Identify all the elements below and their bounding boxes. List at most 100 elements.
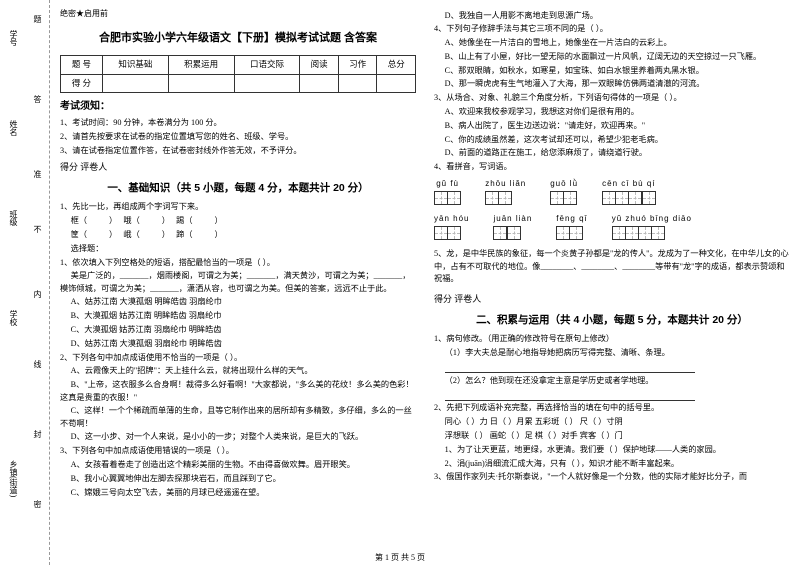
mc-option: C、那双眼睛，如秋水，如寒星，如宝珠、如白水银里养着两丸黑水银。 — [434, 65, 790, 77]
q6-label: 4、看拼音，写词语。 — [434, 161, 790, 173]
mc-option: D、这一小步、对一个人来说，是小小的一步；对整个人类来说，是巨大的飞跃。 — [60, 431, 416, 443]
char-boxes[interactable] — [485, 191, 526, 205]
mc-option: C、这样！一个个稀疏而单薄的生命，且等它制作出来的居所却有多精致，多仔细，多么的… — [60, 405, 416, 430]
seal-char: 答 — [32, 95, 43, 103]
mc-option: B、我小心翼翼地伸出左脚去探那块岩石，而且踩到了它。 — [60, 473, 416, 485]
binding-label: 乡镇(街道) — [8, 460, 19, 497]
mc-option: D、我独自一人用影不离地走到思源广场。 — [434, 10, 790, 22]
mc-option: A、云霞像天上的"招牌"：天上挂什么云，就将出现什么样的天气。 — [60, 365, 416, 377]
char-boxes[interactable] — [434, 226, 469, 240]
table-row: 题 号 知识基础 积累运用 口语交际 阅读 习作 总分 — [61, 56, 416, 74]
char-boxes[interactable] — [556, 226, 587, 240]
idiom-line: 1、为了让天更蓝，地更绿，水更清。我们要（ ）保护地球——人类的家园。 — [434, 444, 790, 456]
cell: 题 号 — [61, 56, 103, 74]
q3-label: 3、俄国作家列夫·托尔斯泰说，"一个人就好像是一个分数，他的实际才能好比分子，而 — [434, 471, 790, 483]
cell[interactable] — [102, 74, 168, 92]
cell: 知识基础 — [102, 56, 168, 74]
pinyin-set: yān hóu — [434, 213, 469, 240]
q2-label: 2、先把下列成语补充完整，再选择恰当的填在句中的括号里。 — [434, 402, 790, 414]
paren: ） — [109, 216, 117, 225]
sub-item: （1）李大夫总是耐心地指导她把病历写得完整、清晰、条理。 — [434, 347, 790, 359]
char: 框（ — [71, 216, 87, 225]
seal-char: 密 — [32, 500, 43, 508]
pinyin-text: fēng qī — [556, 213, 587, 225]
idiom-line: 同心（ ）力 日（ ）月累 五彩斑（ ） 尺（ ）寸阴 — [434, 416, 790, 428]
mc-option: D、那一瞬虎虎有生气地灌入了大海，那一双眼眸仿佛两道清澈的河流。 — [434, 78, 790, 90]
page-footer: 第 1 页 共 5 页 — [0, 552, 800, 563]
score-table: 题 号 知识基础 积累运用 口语交际 阅读 习作 总分 得 分 — [60, 55, 416, 92]
mc-option: A、女孩看着卷走了创造出这个精彩美丽的生物。不由得喜做欢舞。眉开眼笑。 — [60, 459, 416, 471]
pinyin-text: yān hóu — [434, 213, 469, 225]
notice-item: 1、考试时间：90 分钟，本卷满分为 100 分。 — [60, 117, 416, 129]
pinyin-set: yǔ zhuó bīng diāo — [612, 213, 692, 240]
cell[interactable] — [300, 74, 339, 92]
score-row: 得分 评卷人 — [60, 161, 416, 175]
binding-label: 班级 — [8, 210, 19, 226]
q5a-label: 3、从场合、对象、礼貌三个角度分析，下列语句得体的一项是（ ）。 — [434, 92, 790, 104]
pinyin-row: gǔ fù zhōu liǎn guō lǜ cēn cī bù qí — [434, 178, 790, 205]
seal-char: 准 — [32, 170, 43, 178]
q2-label: 2、下列各句中加点成语使用不恰当的一项是（ ）。 — [60, 352, 416, 364]
pinyin-row: yān hóu juān liàn fēng qī yǔ zhuó bīng d… — [434, 213, 790, 240]
pinyin-set: juān liàn — [493, 213, 532, 240]
pinyin-set: gǔ fù — [434, 178, 461, 205]
cell[interactable] — [234, 74, 300, 92]
pinyin-text: yǔ zhuó bīng diāo — [612, 213, 692, 225]
notice-item: 3、请在试卷指定位置作答，在试卷密封线外作答无效，不予评分。 — [60, 145, 416, 157]
cell[interactable] — [377, 74, 416, 92]
pinyin-text: zhōu liǎn — [485, 178, 526, 190]
cell[interactable] — [168, 74, 234, 92]
mc-option: B、大漠孤烟 姑苏江南 明眸皓齿 羽扇纶巾 — [60, 310, 416, 322]
char-boxes[interactable] — [550, 191, 578, 205]
answer-line[interactable] — [434, 389, 790, 401]
char-pair-row: 框（） 哦（） 踢（） — [60, 215, 416, 227]
right-column: D、我独自一人用影不离地走到思源广场。 4、下列句子修辞手法与其它三项不同的是（… — [434, 8, 790, 548]
binding-label: 学校 — [8, 310, 19, 326]
mc-option: C、嫦娥三号向太空飞去，美丽的月球已经遥遥在望。 — [60, 487, 416, 499]
cell: 习作 — [338, 56, 377, 74]
binding-label: 学号 — [8, 30, 19, 46]
seal-char: 内 — [32, 290, 43, 298]
section-title: 二、积累与运用（共 4 小题，每题 5 分，本题共计 20 分） — [434, 312, 790, 328]
left-column: 绝密★启用前 合肥市实验小学六年级语文【下册】模拟考试试题 含答案 题 号 知识… — [60, 8, 416, 548]
binding-label: 姓名 — [8, 120, 19, 136]
cell: 口语交际 — [234, 56, 300, 74]
seal-char: 封 — [32, 430, 43, 438]
cell[interactable] — [338, 74, 377, 92]
binding-margin: 学号 姓名 班级 学校 乡镇(街道) 题 答 准 不 内 线 封 密 — [0, 0, 50, 565]
char-boxes[interactable] — [493, 226, 532, 240]
page-columns: 绝密★启用前 合肥市实验小学六年级语文【下册】模拟考试试题 含答案 题 号 知识… — [60, 8, 790, 548]
idiom-line: 浮想联（ ） 画蛇（ ）足 棋（ ）对手 宾客（ ）门 — [434, 430, 790, 442]
paren: ） — [109, 230, 117, 239]
pinyin-text: gǔ fù — [434, 178, 461, 190]
exam-title: 合肥市实验小学六年级语文【下册】模拟考试试题 含答案 — [60, 30, 416, 47]
paren: ） — [162, 230, 170, 239]
char-boxes[interactable] — [612, 226, 692, 240]
mc-option: C、大漠孤烟 姑苏江南 羽扇纶巾 明眸皓齿 — [60, 324, 416, 336]
cell: 总分 — [377, 56, 416, 74]
mc-option: D、前面的道路正在施工，给您添麻烦了，请绕道行驶。 — [434, 147, 790, 159]
pinyin-set: zhōu liǎn — [485, 178, 526, 205]
char-pair-row: 筐（） 峨（） 蹄（） — [60, 229, 416, 241]
char: 哦（ — [123, 216, 139, 225]
seal-char: 不 — [32, 225, 43, 233]
mc-option: A、她像坐在一片洁白的雪地上，她像坐在一片洁白的云彩上。 — [434, 37, 790, 49]
idiom-line: 2、涓(juān)涓细流汇成大海，只有（ ），知识才能不断丰富起来。 — [434, 458, 790, 470]
mc-option: B、"上帝，这衣服多么合身啊！裁得多么好看啊！"大家都说，"多么美的花纹！多么美… — [60, 379, 416, 404]
q1-stem: 1、先比一比，再组成两个字词写下来。 — [60, 201, 416, 213]
q4-label: 4、下列句子修辞手法与其它三项不同的是（ ）。 — [434, 23, 790, 35]
answer-line[interactable] — [434, 361, 790, 373]
char: 踢（ — [176, 216, 192, 225]
char-boxes[interactable] — [434, 191, 461, 205]
section-title: 一、基础知识（共 5 小题，每题 4 分，本题共计 20 分） — [60, 180, 416, 196]
notice-heading: 考试须知： — [60, 99, 416, 115]
paren: ） — [162, 216, 170, 225]
secret-mark: 绝密★启用前 — [60, 8, 416, 20]
char: 筐（ — [71, 230, 87, 239]
mc-option: C、你的成绩虽然差，这次考试却还可以，希望少犯老毛病。 — [434, 134, 790, 146]
pinyin-set: fēng qī — [556, 213, 587, 240]
mc-option: D、姑苏江南 大漠孤烟 羽扇纶巾 明眸皓齿 — [60, 338, 416, 350]
q3-label: 3、下列各句中加点成语使用错误的一项是（ ）。 — [60, 445, 416, 457]
seal-char: 题 — [32, 15, 43, 23]
char-boxes[interactable] — [602, 191, 656, 205]
